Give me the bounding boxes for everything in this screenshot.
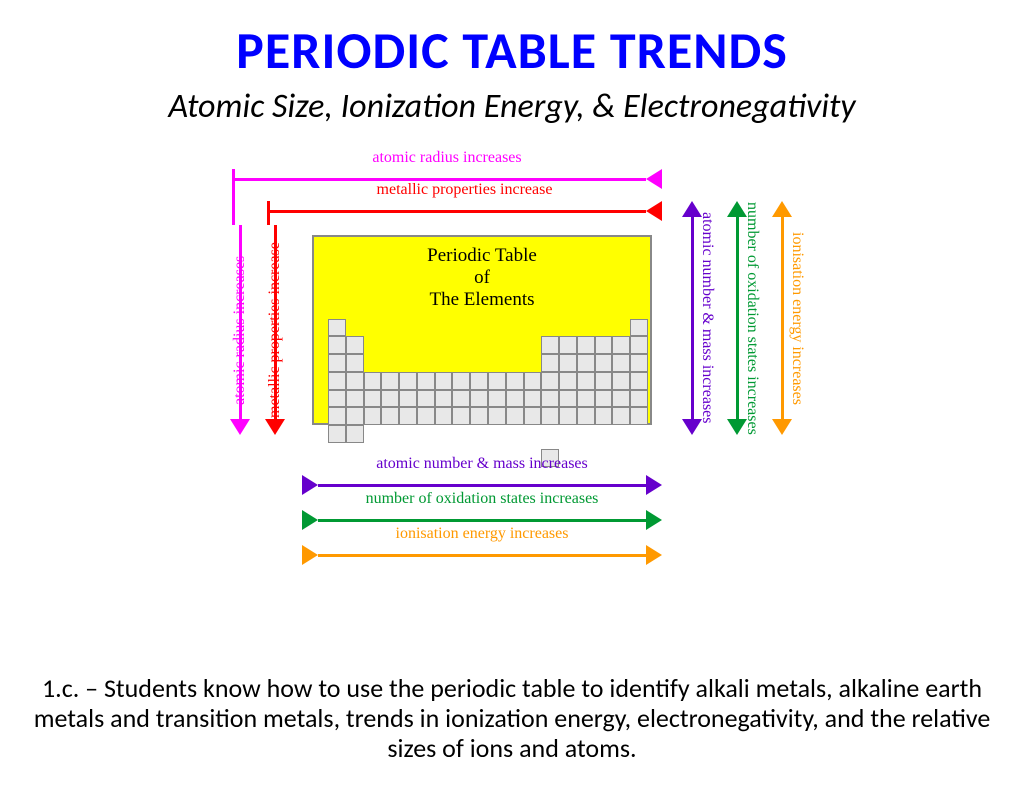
element-cell bbox=[435, 372, 453, 390]
element-cell bbox=[506, 372, 524, 390]
element-cell bbox=[595, 372, 613, 390]
element-cell bbox=[577, 390, 595, 408]
element-cell bbox=[417, 372, 435, 390]
element-cell bbox=[346, 390, 364, 408]
element-cell bbox=[541, 372, 559, 390]
element-cell bbox=[630, 336, 648, 354]
element-cell bbox=[381, 407, 399, 425]
left-arrow-label-2: metallic properties increase bbox=[266, 225, 284, 435]
element-cell bbox=[577, 372, 595, 390]
element-cell bbox=[399, 372, 417, 390]
element-cell bbox=[364, 372, 382, 390]
element-cell bbox=[524, 390, 542, 408]
left-arrow-metallic: metallic properties increase bbox=[265, 225, 285, 435]
element-cell bbox=[435, 390, 453, 408]
element-cell bbox=[630, 390, 648, 408]
element-cell bbox=[630, 372, 648, 390]
element-cell bbox=[346, 425, 364, 443]
element-cell bbox=[541, 407, 559, 425]
element-cell bbox=[381, 390, 399, 408]
element-cell bbox=[417, 390, 435, 408]
element-cell bbox=[346, 336, 364, 354]
diagram-container: atomic radius increases metallic propert… bbox=[192, 145, 832, 605]
element-cell bbox=[346, 407, 364, 425]
periodic-table-grid bbox=[322, 319, 642, 429]
element-cell bbox=[559, 354, 577, 372]
element-cell bbox=[328, 390, 346, 408]
element-cell bbox=[470, 390, 488, 408]
element-cell bbox=[559, 336, 577, 354]
element-cell bbox=[328, 372, 346, 390]
element-cell bbox=[559, 372, 577, 390]
element-cell bbox=[595, 354, 613, 372]
element-cell bbox=[612, 354, 630, 372]
element-cell bbox=[577, 354, 595, 372]
top-arrow-metallic: metallic properties increase bbox=[267, 201, 662, 221]
right-arrow-ionisation: ionisation energy increases bbox=[772, 201, 792, 435]
element-cell bbox=[328, 407, 346, 425]
top-arrow-label: atomic radius increases bbox=[232, 149, 662, 167]
right-arrow-label-1: atomic number & mass increases bbox=[698, 201, 716, 435]
element-cell bbox=[630, 319, 648, 337]
element-cell bbox=[328, 319, 346, 337]
element-cell bbox=[506, 407, 524, 425]
element-cell bbox=[612, 372, 630, 390]
element-cell bbox=[541, 336, 559, 354]
element-cell bbox=[577, 407, 595, 425]
element-cell bbox=[381, 372, 399, 390]
element-cell bbox=[630, 354, 648, 372]
bottom-arrow-label-3: ionisation energy increases bbox=[302, 525, 662, 543]
element-cell bbox=[577, 336, 595, 354]
element-cell bbox=[488, 390, 506, 408]
element-cell bbox=[524, 372, 542, 390]
right-arrow-label-3: ionisation energy increases bbox=[788, 201, 806, 435]
element-cell bbox=[328, 354, 346, 372]
element-cell bbox=[541, 354, 559, 372]
element-cell bbox=[328, 336, 346, 354]
left-arrow-label-1: atomic radius increases bbox=[231, 225, 249, 435]
element-cell bbox=[524, 407, 542, 425]
element-cell bbox=[595, 390, 613, 408]
subtitle: Atomic Size, Ionization Energy, & Electr… bbox=[0, 86, 1024, 127]
periodic-table-box: Periodic Table of The Elements bbox=[312, 235, 652, 425]
element-cell bbox=[346, 354, 364, 372]
element-cell bbox=[452, 390, 470, 408]
element-cell bbox=[452, 372, 470, 390]
element-cell bbox=[470, 407, 488, 425]
element-cell bbox=[506, 390, 524, 408]
element-cell bbox=[630, 407, 648, 425]
element-cell bbox=[364, 407, 382, 425]
element-cell bbox=[488, 407, 506, 425]
element-cell bbox=[470, 372, 488, 390]
element-cell bbox=[417, 407, 435, 425]
element-cell bbox=[399, 407, 417, 425]
element-cell bbox=[452, 407, 470, 425]
element-cell bbox=[612, 407, 630, 425]
footer-text: 1.c. – Students know how to use the peri… bbox=[0, 674, 1024, 764]
bottom-arrow-ionisation: ionisation energy increases bbox=[302, 545, 662, 565]
element-cell bbox=[595, 407, 613, 425]
right-arrow-oxidation: number of oxidation states increases bbox=[727, 201, 747, 435]
bottom-arrow-label-2: number of oxidation states increases bbox=[302, 490, 662, 508]
right-arrow-atomic-number: atomic number & mass increases bbox=[682, 201, 702, 435]
element-cell bbox=[399, 390, 417, 408]
element-cell bbox=[612, 390, 630, 408]
element-cell bbox=[595, 336, 613, 354]
element-cell bbox=[364, 390, 382, 408]
main-title: PERIODIC TABLE TRENDS bbox=[0, 18, 1024, 82]
right-arrow-label-2: number of oxidation states increases bbox=[743, 201, 761, 435]
bottom-arrow-label-1: atomic number & mass increases bbox=[302, 455, 662, 473]
left-arrow-atomic-radius: atomic radius increases bbox=[230, 225, 250, 435]
element-cell bbox=[612, 336, 630, 354]
element-cell bbox=[328, 425, 346, 443]
element-cell bbox=[488, 372, 506, 390]
element-cell bbox=[346, 372, 364, 390]
element-cell bbox=[559, 390, 577, 408]
top-arrow-label-2: metallic properties increase bbox=[267, 181, 662, 199]
element-cell bbox=[559, 407, 577, 425]
periodic-table-title: Periodic Table of The Elements bbox=[322, 245, 642, 311]
element-cell bbox=[541, 390, 559, 408]
element-cell bbox=[435, 407, 453, 425]
